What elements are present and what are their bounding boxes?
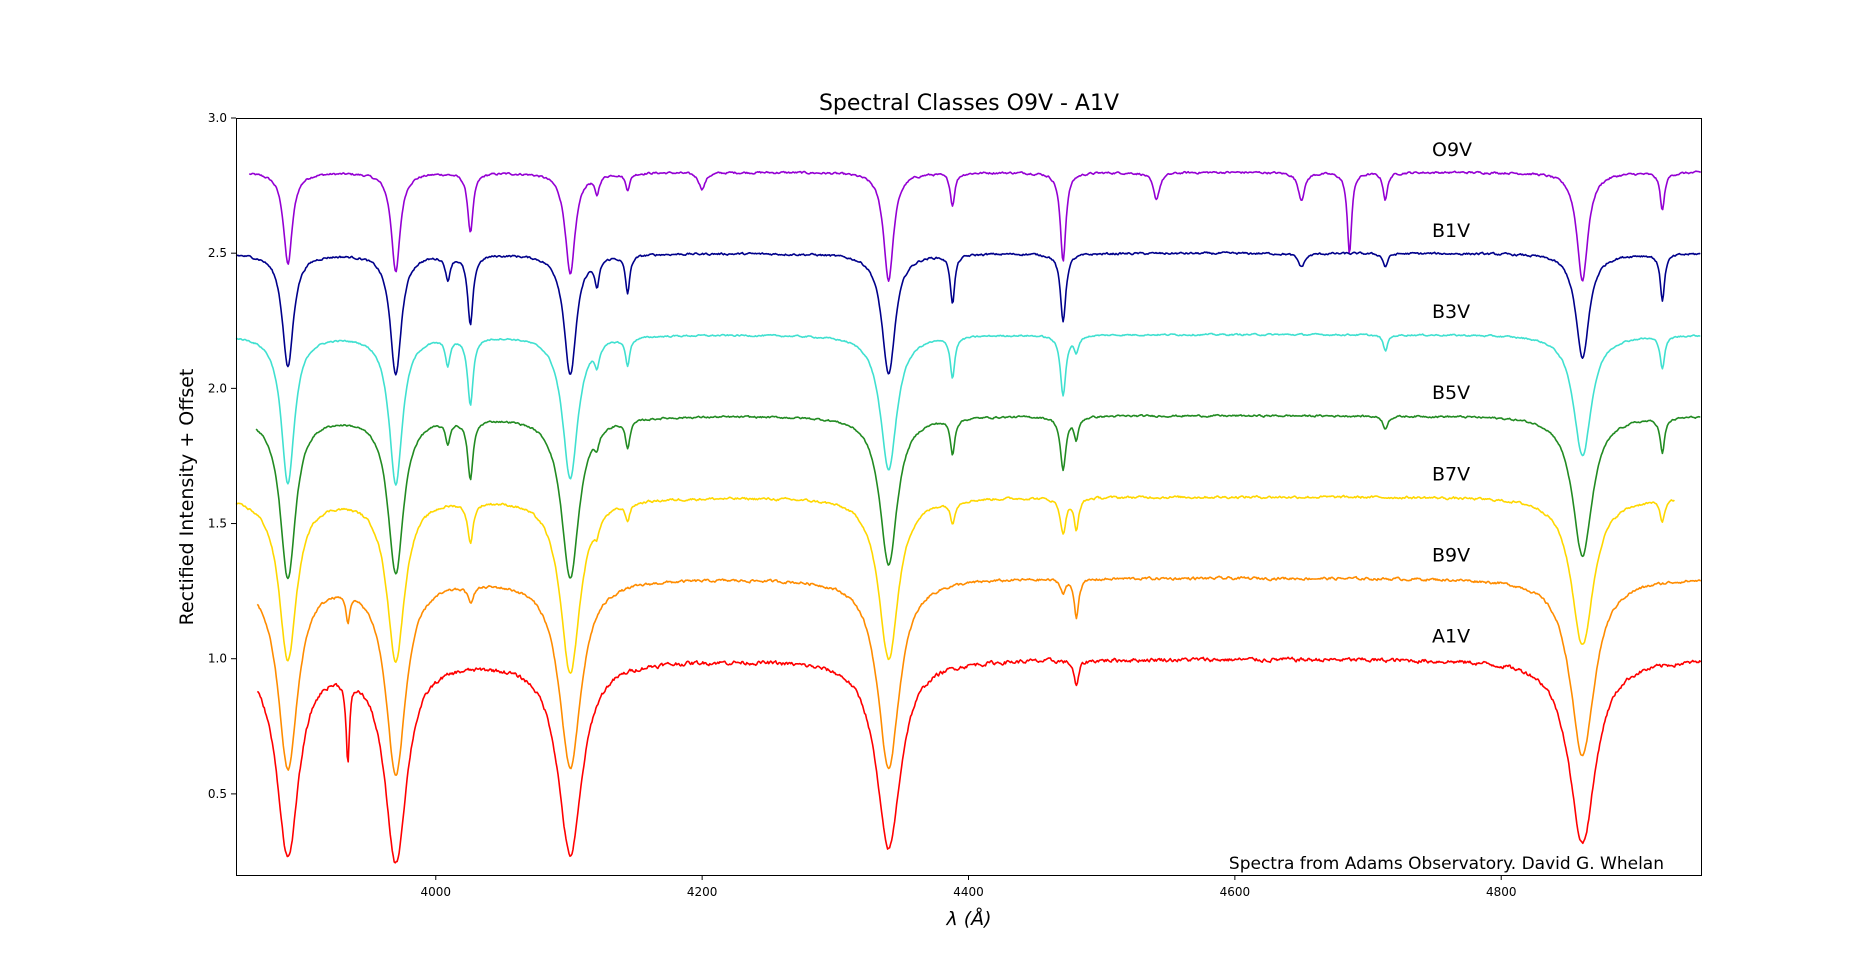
series-line — [255, 413, 1701, 580]
y-tick-label: 3.0 — [208, 111, 227, 125]
y-tick-label: 0.5 — [208, 787, 227, 801]
x-axis-label: λ (Å) — [945, 907, 991, 930]
series-label: B1V — [1432, 220, 1470, 242]
y-tick-label: 2.5 — [208, 246, 227, 260]
series-label: O9V — [1432, 139, 1472, 161]
plot-frame — [236, 118, 1702, 876]
chart-title: Spectral Classes O9V - A1V — [819, 91, 1119, 116]
series-line — [256, 575, 1702, 776]
series-line — [235, 494, 1675, 674]
x-tick-label: 4600 — [1220, 885, 1251, 899]
series-line — [248, 170, 1702, 282]
series-label: B7V — [1432, 463, 1470, 485]
series-line — [235, 332, 1701, 486]
x-tick-label: 4400 — [953, 885, 984, 899]
series-line — [256, 656, 1702, 864]
series-label: A1V — [1432, 625, 1470, 647]
x-tick-label: 4000 — [420, 885, 451, 899]
series-label: B3V — [1432, 301, 1470, 323]
series-label: B5V — [1432, 382, 1470, 404]
series-label: B9V — [1432, 544, 1470, 566]
y-axis-ticks: 0.5 1.0 1.5 2.0 2.5 3.0 — [208, 111, 236, 801]
y-tick-label: 1.0 — [208, 652, 227, 666]
credit-annotation: Spectra from Adams Observatory. David G.… — [1229, 854, 1664, 874]
x-tick-label: 4800 — [1486, 885, 1517, 899]
series-line — [235, 251, 1701, 376]
y-tick-label: 1.5 — [208, 517, 227, 531]
series-group — [235, 170, 1702, 864]
x-tick-label: 4200 — [687, 885, 718, 899]
y-axis-label: Rectified Intensity + Offset — [176, 369, 198, 626]
x-axis-ticks: 4000 4200 4400 4600 4800 — [420, 875, 1517, 899]
y-tick-label: 2.0 — [208, 381, 227, 395]
series-labels: O9V B1V B3V B5V B7V B9V A1V — [1432, 139, 1472, 648]
